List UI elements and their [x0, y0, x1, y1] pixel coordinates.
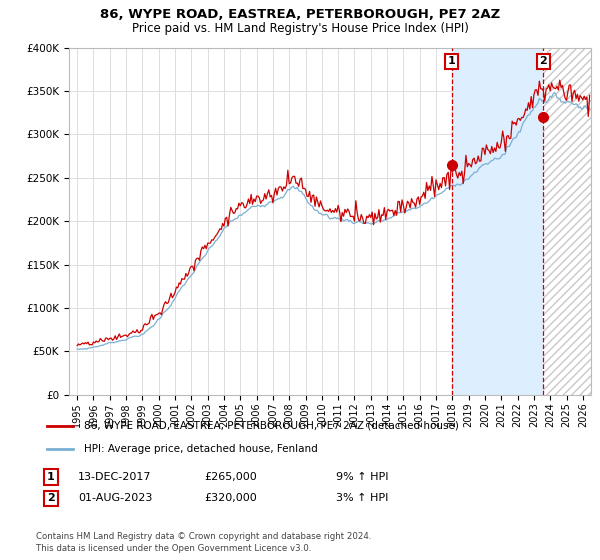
Text: Price paid vs. HM Land Registry's House Price Index (HPI): Price paid vs. HM Land Registry's House …	[131, 22, 469, 35]
Text: 2: 2	[539, 57, 547, 66]
Text: HPI: Average price, detached house, Fenland: HPI: Average price, detached house, Fenl…	[83, 445, 317, 454]
Text: £320,000: £320,000	[204, 493, 257, 503]
Text: 86, WYPE ROAD, EASTREA, PETERBOROUGH, PE7 2AZ (detached house): 86, WYPE ROAD, EASTREA, PETERBOROUGH, PE…	[83, 421, 458, 431]
Text: 2: 2	[47, 493, 55, 503]
Text: 1: 1	[47, 472, 55, 482]
Text: £265,000: £265,000	[204, 472, 257, 482]
Text: 86, WYPE ROAD, EASTREA, PETERBOROUGH, PE7 2AZ: 86, WYPE ROAD, EASTREA, PETERBOROUGH, PE…	[100, 8, 500, 21]
Text: 01-AUG-2023: 01-AUG-2023	[78, 493, 152, 503]
Text: 9% ↑ HPI: 9% ↑ HPI	[336, 472, 389, 482]
Text: 13-DEC-2017: 13-DEC-2017	[78, 472, 151, 482]
Text: 3% ↑ HPI: 3% ↑ HPI	[336, 493, 388, 503]
Bar	[452, 48, 544, 395]
Bar	[544, 48, 600, 395]
Text: Contains HM Land Registry data © Crown copyright and database right 2024.
This d: Contains HM Land Registry data © Crown c…	[36, 533, 371, 553]
Bar	[544, 48, 600, 395]
Text: 1: 1	[448, 57, 455, 66]
